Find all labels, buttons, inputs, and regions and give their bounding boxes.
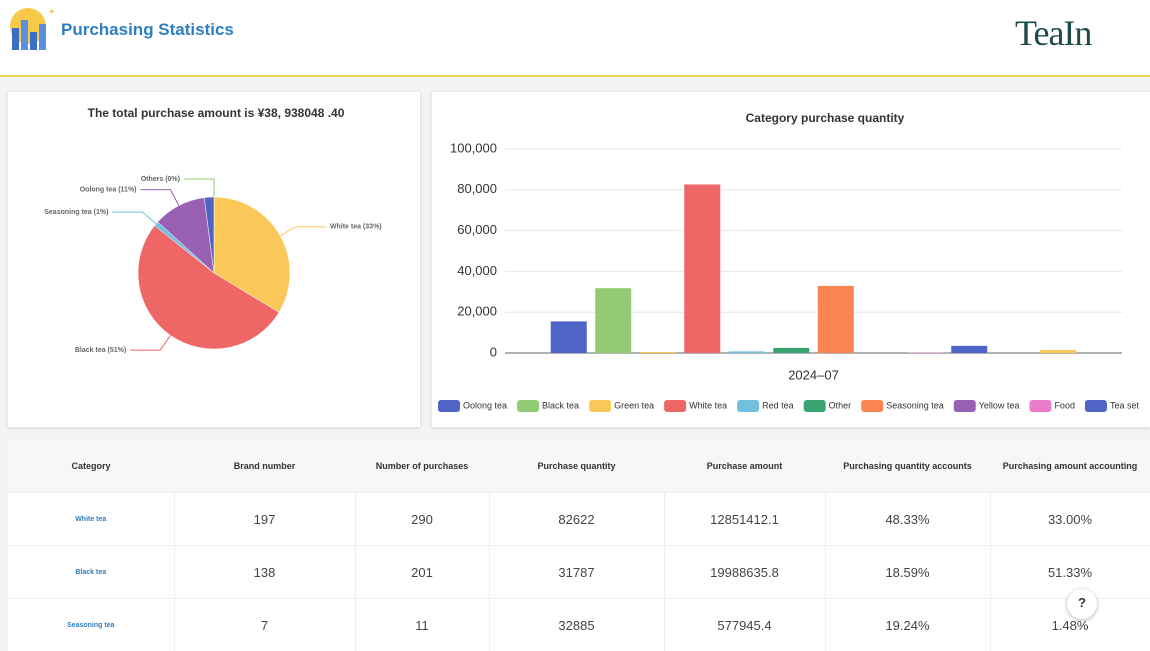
category-cell: White tea: [8, 493, 174, 546]
legend-swatch: [517, 400, 539, 412]
table-cell: 577945.4: [664, 599, 825, 651]
logo: TeaIn: [1015, 12, 1091, 54]
legend-swatch: [664, 400, 686, 412]
y-tick-label: 0: [490, 344, 497, 359]
chart-title: Category purchase quantity: [746, 111, 905, 125]
column-header: Purchase amount: [664, 440, 825, 493]
slice-label: Others (0%): [141, 176, 180, 183]
column-header: Purchase quantity: [489, 440, 664, 493]
leader-line: [112, 212, 156, 224]
app-icon: ✦: [8, 6, 58, 56]
legend-label: Green tea: [614, 400, 654, 410]
leader-line: [184, 179, 214, 197]
header: ✦ Purchasing Statistics TeaIn: [0, 0, 1150, 77]
bar: [818, 286, 854, 353]
table-cell: 197: [174, 493, 355, 546]
bar-chart: Category purchase quantity 0 20,000 40,000…: [432, 92, 1150, 427]
legend-label: Tea set: [1110, 400, 1140, 410]
table-cell: 290: [355, 493, 489, 546]
column-header: Number of purchases: [355, 440, 489, 493]
x-tick-label: 2024–07: [788, 367, 839, 382]
table-cell: 48.33%: [825, 493, 990, 546]
y-tick-label: 100,000: [450, 140, 497, 155]
table-cell: 7: [174, 599, 355, 651]
bar: [640, 352, 676, 353]
legend-swatch: [954, 400, 976, 412]
table-cell: 33.00%: [990, 493, 1150, 546]
pie-card: The total purchase amount is ¥38, 938048…: [8, 92, 420, 427]
help-button[interactable]: ?: [1067, 589, 1097, 619]
column-header: Purchasing amount accounting: [990, 440, 1150, 493]
legend-swatch: [804, 400, 826, 412]
table-cell: 12851412.1: [664, 493, 825, 546]
slice-label: White tea (33%): [330, 224, 382, 231]
table-cell: 82622: [489, 493, 664, 546]
category-cell: Seasoning tea: [8, 599, 174, 651]
column-header: Purchasing quantity accounts: [825, 440, 990, 493]
y-tick-label: 80,000: [457, 181, 497, 196]
legend-label: White tea: [689, 400, 727, 410]
table-cell: 31787: [489, 546, 664, 599]
bar-card: Category purchase quantity 0 20,000 40,000…: [432, 92, 1150, 427]
legend-swatch: [1029, 400, 1051, 412]
table-cell: 19.24%: [825, 599, 990, 651]
pie-chart: The total purchase amount is ¥38, 938048…: [8, 92, 420, 427]
legend-swatch: [861, 400, 883, 412]
bar: [773, 348, 809, 353]
column-header: Category: [8, 440, 174, 493]
table-cell: 32885: [489, 599, 664, 651]
table-cell: 18.59%: [825, 546, 990, 599]
legend-label: Oolong tea: [463, 400, 507, 410]
leader-line: [130, 335, 170, 350]
legend-label: Other: [829, 400, 852, 410]
slice-label: Seasoning tea (1%): [44, 209, 108, 216]
category-cell: Black tea: [8, 546, 174, 599]
table-cell: 201: [355, 546, 489, 599]
table-cell: 138: [174, 546, 355, 599]
y-tick-label: 40,000: [457, 263, 497, 278]
bar: [684, 184, 720, 353]
legend-label: Food: [1054, 400, 1075, 410]
bar: [951, 346, 987, 353]
table-cell: 19988635.8: [664, 546, 825, 599]
leader-line: [280, 227, 326, 236]
table-cell: 11: [355, 599, 489, 651]
legend-swatch: [589, 400, 611, 412]
bar: [551, 321, 587, 353]
legend-label: Yellow tea: [979, 400, 1020, 410]
page-title: Purchasing Statistics: [61, 20, 234, 40]
y-tick-label: 20,000: [457, 304, 497, 319]
legend-swatch: [737, 400, 759, 412]
legend-swatch: [1085, 400, 1107, 412]
table-cell: 51.33%: [990, 546, 1150, 599]
bar: [595, 288, 631, 353]
slice-label: Oolong tea (11%): [80, 187, 137, 194]
legend-label: Seasoning tea: [886, 400, 944, 410]
chart-title: The total purchase amount is ¥38, 938048…: [88, 106, 345, 120]
y-tick-label: 60,000: [457, 222, 497, 237]
legend-label: Black tea: [542, 400, 579, 410]
svg-text:✦: ✦: [48, 6, 56, 16]
column-header: Brand number: [174, 440, 355, 493]
bar: [1040, 350, 1076, 353]
bar: [729, 351, 765, 353]
slice-label: Black tea (51%): [75, 347, 126, 354]
legend-label: Red tea: [762, 400, 794, 410]
legend-swatch: [438, 400, 460, 412]
leader-line: [141, 190, 179, 206]
